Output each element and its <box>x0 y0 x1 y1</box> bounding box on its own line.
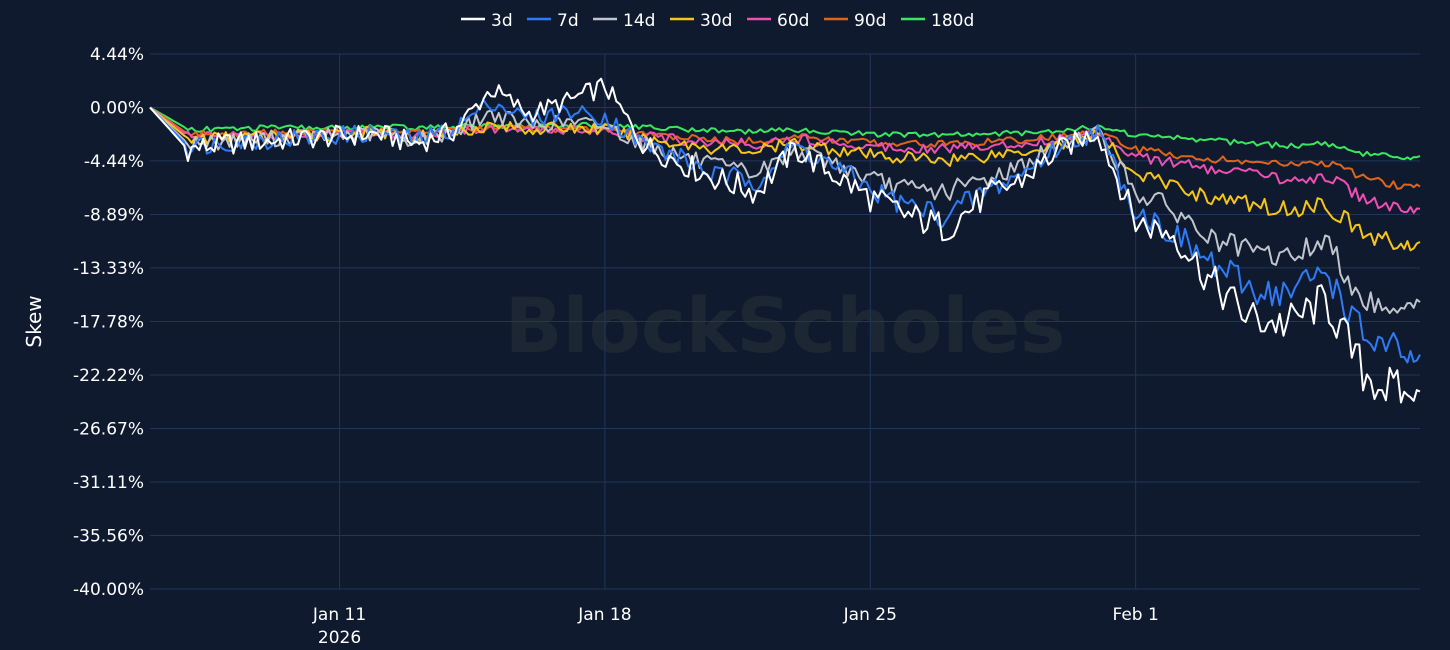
y-tick-label: 4.44% <box>90 45 144 65</box>
series-line-7d <box>149 99 1421 364</box>
y-axis-title: Skew <box>22 295 46 347</box>
y-tick-label: -31.11% <box>73 473 144 493</box>
series-line-60d <box>149 106 1421 214</box>
legend-label-180d: 180d <box>931 11 974 31</box>
y-tick-label: -4.44% <box>84 152 144 172</box>
series-line-14d <box>149 106 1421 315</box>
y-tick-label: -40.00% <box>73 580 144 600</box>
x-tick-label: Jan 25 <box>843 605 897 625</box>
series-line-3d <box>149 77 1421 404</box>
y-tick-label: -17.78% <box>73 313 144 333</box>
watermark-logo: BlockScholes <box>505 281 1066 370</box>
x-tick-sublabel: 2026 <box>318 628 361 648</box>
x-tick-label: Jan 11 <box>312 605 366 625</box>
legend-label-60d: 60d <box>777 11 809 31</box>
y-tick-label: -8.89% <box>84 205 144 225</box>
legend-label-7d: 7d <box>557 11 579 31</box>
x-tick-label: Feb 1 <box>1113 605 1159 625</box>
legend-label-3d: 3d <box>491 11 513 31</box>
y-tick-label: -35.56% <box>73 527 144 547</box>
y-tick-label: -26.67% <box>73 420 144 440</box>
y-tick-label: 0.00% <box>90 98 144 118</box>
x-tick-label: Jan 18 <box>577 605 631 625</box>
legend-label-90d: 90d <box>854 11 886 31</box>
legend-label-14d: 14d <box>623 11 655 31</box>
y-tick-label: -22.22% <box>73 366 144 386</box>
series-line-180d <box>149 106 1421 161</box>
legend-label-30d: 30d <box>700 11 732 31</box>
y-tick-label: -13.33% <box>73 259 144 279</box>
